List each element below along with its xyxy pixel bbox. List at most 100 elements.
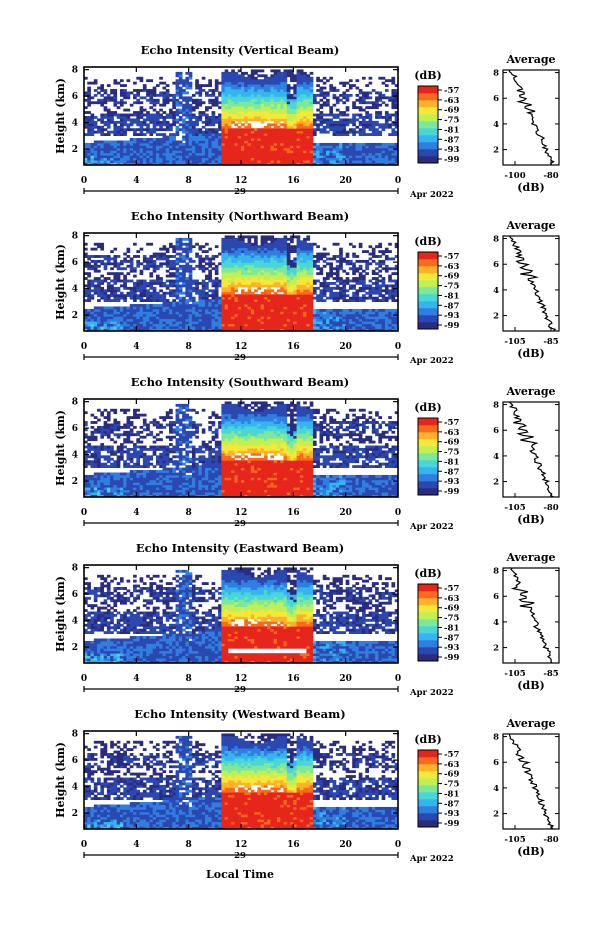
heatmap-cell xyxy=(205,140,209,144)
heatmap-cell xyxy=(208,128,212,132)
heatmap-cell xyxy=(391,133,396,136)
heatmap-cell xyxy=(260,318,265,322)
heatmap-cell xyxy=(201,321,206,325)
heatmap-cell xyxy=(211,91,216,95)
heatmap-cell xyxy=(365,106,369,110)
heatmap-cell xyxy=(165,269,170,273)
heatmap-cell xyxy=(231,311,235,315)
heatmap-cell xyxy=(276,328,281,332)
heatmap-cell xyxy=(205,282,209,285)
heatmap-cell xyxy=(136,120,140,124)
heatmap-cell xyxy=(100,318,105,322)
heatmap-cell xyxy=(280,128,284,132)
heatmap-cell xyxy=(185,299,190,302)
heatmap-cell xyxy=(263,264,268,268)
heatmap-cell xyxy=(211,291,216,295)
heatmap-cell xyxy=(221,128,226,132)
heatmap-cell xyxy=(247,240,252,244)
heatmap-cell xyxy=(165,259,170,263)
heatmap-cell xyxy=(306,264,311,268)
heatmap-cell xyxy=(312,289,317,293)
heatmap-cell xyxy=(254,306,258,310)
heatmap-cell xyxy=(139,296,144,300)
heatmap-cell xyxy=(146,257,150,261)
heatmap-cell xyxy=(175,89,180,92)
heatmap-cell xyxy=(296,89,301,92)
heatmap-cell xyxy=(306,255,311,258)
heatmap-cell xyxy=(319,294,324,298)
heatmap-cell xyxy=(142,264,147,268)
heatmap-cell xyxy=(149,308,154,312)
heatmap-cell xyxy=(175,237,180,241)
heatmap-cell xyxy=(185,155,190,159)
heatmap-cell xyxy=(116,133,121,136)
heatmap-cell xyxy=(116,296,121,300)
heatmap-cell xyxy=(93,321,98,325)
heatmap-cell xyxy=(103,326,108,329)
heatmap-cell xyxy=(231,152,235,156)
heatmap-cell xyxy=(185,311,190,315)
heatmap-cell xyxy=(276,118,281,122)
heatmap-cell xyxy=(241,89,245,92)
heatmap-cell xyxy=(260,250,265,253)
heatmap-cell xyxy=(299,242,304,246)
heatmap-cell xyxy=(169,272,173,276)
heatmap-cell xyxy=(381,96,386,100)
heatmap-cell xyxy=(178,237,183,241)
heatmap-cell xyxy=(214,279,219,283)
heatmap-cell xyxy=(84,160,88,163)
heatmap-cell xyxy=(182,128,186,132)
heatmap-cell xyxy=(303,299,307,302)
heatmap-cell xyxy=(195,91,199,95)
heatmap-cell xyxy=(224,304,229,307)
heatmap-cell xyxy=(172,274,176,278)
heatmap-cell xyxy=(309,89,314,92)
heatmap-cell xyxy=(270,113,275,117)
heatmap-cell xyxy=(244,316,248,320)
heatmap-cell xyxy=(208,316,212,320)
heatmap-cell xyxy=(263,125,268,129)
heatmap-cell xyxy=(136,316,140,320)
heatmap-cell xyxy=(224,89,229,92)
heatmap-cell xyxy=(110,313,114,317)
heatmap-cell xyxy=(227,284,232,288)
heatmap-cell xyxy=(185,328,190,332)
heatmap-cell xyxy=(231,84,235,87)
heatmap-cell xyxy=(162,321,167,325)
heatmap-cell xyxy=(375,142,379,146)
heatmap-cell xyxy=(260,98,265,102)
heatmap-cell xyxy=(237,301,242,305)
heatmap-cell xyxy=(299,98,304,102)
heatmap-cell xyxy=(116,267,121,271)
heatmap-cell xyxy=(175,145,180,149)
heatmap-cell xyxy=(312,130,317,134)
heatmap-cell xyxy=(306,301,311,305)
heatmap-cell xyxy=(270,313,275,317)
heatmap-cell xyxy=(129,279,134,283)
heatmap-cell xyxy=(162,98,167,102)
heatmap-cell xyxy=(113,286,118,290)
heatmap-cell xyxy=(188,316,193,320)
heatmap-cell xyxy=(290,237,294,241)
heatmap-cell xyxy=(221,304,226,307)
heatmap-cell xyxy=(205,304,209,307)
heatmap-cell xyxy=(280,152,284,156)
heatmap-cell xyxy=(103,155,108,159)
heatmap-cell xyxy=(244,264,248,268)
heatmap-cell xyxy=(250,89,255,92)
heatmap-cell xyxy=(224,81,229,85)
heatmap-cell xyxy=(309,323,314,327)
heatmap-cell xyxy=(188,277,193,280)
heatmap-cell xyxy=(299,155,304,159)
heatmap-cell xyxy=(250,326,255,329)
heatmap-cell xyxy=(185,313,190,317)
heatmap-cell xyxy=(342,93,347,97)
heatmap-cell xyxy=(90,142,95,146)
heatmap-cell xyxy=(234,318,239,322)
heatmap-cell xyxy=(214,133,219,136)
heatmap-cell xyxy=(322,284,327,288)
heatmap-cell xyxy=(254,296,258,300)
heatmap-cell xyxy=(335,321,340,325)
heatmap-cell xyxy=(185,96,190,100)
heatmap-cell xyxy=(283,274,288,278)
